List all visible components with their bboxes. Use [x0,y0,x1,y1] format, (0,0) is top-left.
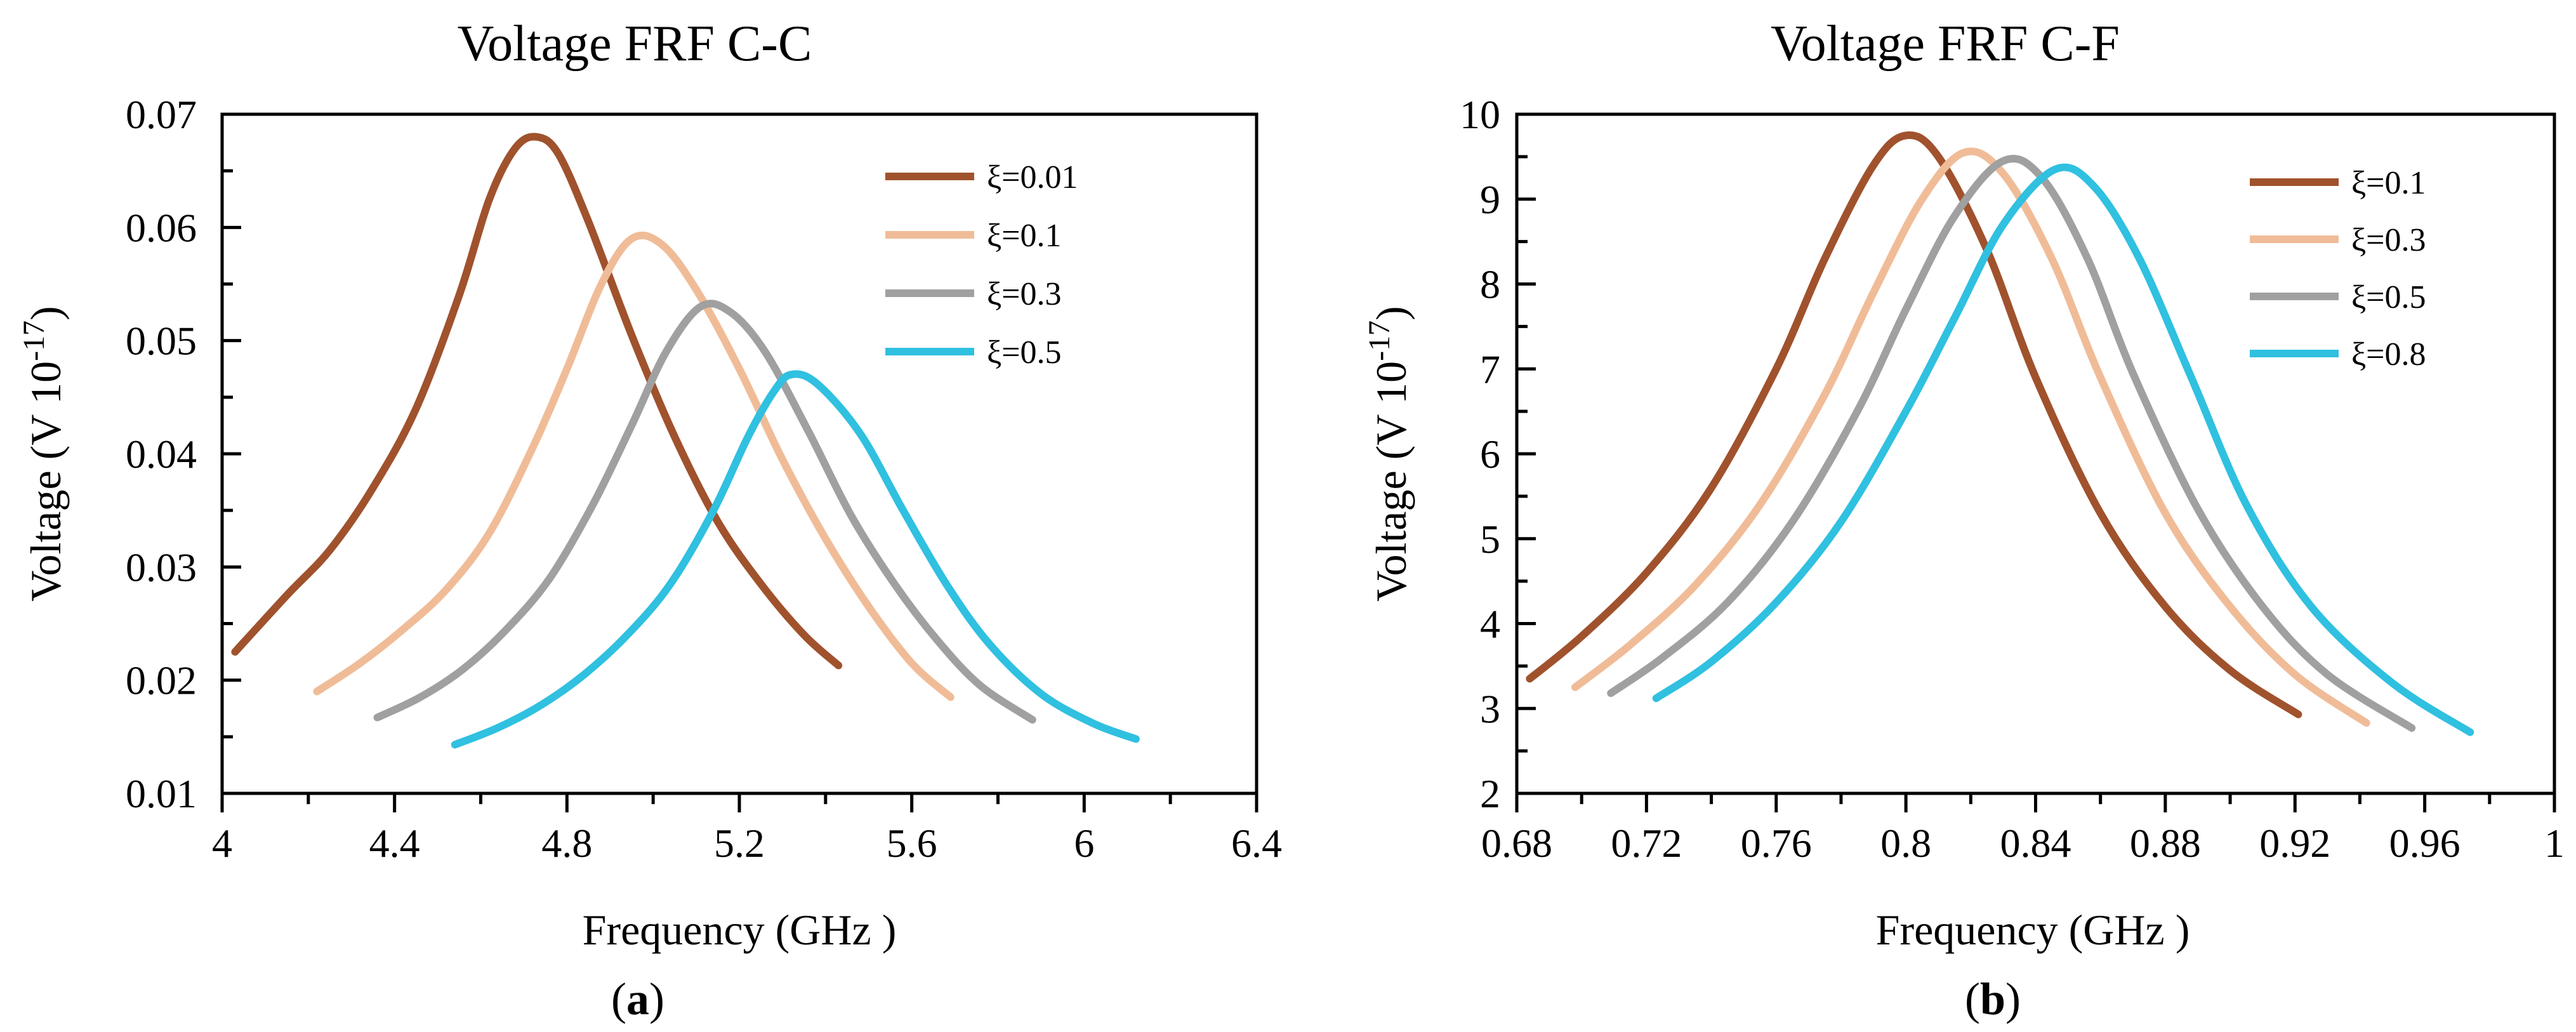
x-tick-label: 5.6 [887,821,937,866]
x-axis-label: Frequency (GHz ) [1876,906,2190,954]
legend: ξ=0.1 ξ=0.3 ξ=0.5 ξ=0.8 [2250,165,2426,373]
panel-label: (b) [1965,974,2021,1024]
panel-label-letter: b [1980,974,2005,1024]
y-axis: 0.01 0.02 0.03 0.04 0.05 0.06 0.07 [126,92,241,816]
series-line [373,300,1036,724]
x-tick-label: 4.4 [369,821,420,866]
y-tick-label: 0.02 [126,658,197,703]
x-tick-label: 0.88 [2130,821,2201,866]
x-axis: 4 4.4 4.8 5.2 5.6 6 6.4 [212,793,1282,866]
x-tick-label: 4 [212,821,232,866]
panel-label: (a) [611,974,664,1024]
y-tick-label: 6 [1480,432,1500,477]
y-tick-label: 0.04 [126,432,197,477]
y-axis-label-close: ) [1367,306,1415,321]
y-tick-label: 8 [1480,262,1500,307]
y-tick-label: 9 [1480,177,1500,222]
y-tick-label: 5 [1480,517,1500,562]
chart-panel-a: Voltage FRF C-C 4 4.4 4.8 5.2 5.6 6 6.4 0.010.… [17,16,1282,1024]
legend-label: ξ=0.1 [2351,165,2426,201]
legend-label: ξ=0.5 [987,334,1062,371]
chart-panel-b: Voltage FRF C-F 0.68 0.72 0.76 0.8 0.84 0.88 0… [1363,16,2565,1024]
legend-label: ξ=0.01 [987,159,1078,195]
legend-label: ξ=0.3 [987,276,1062,312]
y-axis-label-base: Voltage (V 10 [1367,361,1415,602]
series-line [1526,131,2302,718]
x-tick-label: 0.8 [1880,821,1931,866]
x-tick-label: 6.4 [1231,821,1282,866]
y-tick-label: 0.06 [126,205,197,250]
panel-label-close: ) [649,974,664,1024]
x-tick-label: 4.8 [541,821,592,866]
legend-label: ξ=0.3 [2351,222,2426,258]
y-axis-label: Voltage (V 10-17) [17,306,70,602]
x-tick-label: 0.76 [1741,821,1812,866]
panel-label-letter: a [626,974,649,1024]
y-axis-label: Voltage (V 10-17) [1363,306,1415,602]
x-tick-label: 5.2 [714,821,765,866]
y-tick-label: 0.03 [126,545,197,590]
y-tick-label: 7 [1480,347,1500,392]
x-tick-label: 0.84 [2000,821,2071,866]
series-line [1607,154,2416,732]
legend-label: ξ=0.8 [2351,336,2426,373]
x-tick-label: 1 [2544,821,2565,866]
panel-label-open: ( [1965,974,1980,1024]
y-tick-label: 4 [1480,602,1500,647]
chart-title: Voltage FRF C-C [458,16,812,72]
y-axis: 2 3 4 5 6 7 8 9 10 [1460,92,1536,816]
x-tick-label: 0.72 [1611,821,1682,866]
series-lines [1526,131,2474,736]
legend-label: ξ=0.5 [2351,279,2426,315]
series-line [1652,163,2474,736]
series-line [231,133,843,670]
legend-label: ξ=0.1 [987,218,1062,254]
y-tick-label: 0.05 [126,319,197,364]
y-tick-label: 0.07 [126,92,197,137]
y-tick-label: 2 [1480,771,1500,816]
x-tick-label: 0.68 [1481,821,1552,866]
x-tick-label: 0.96 [2389,821,2460,866]
y-axis-label-base: Voltage (V 10 [22,361,70,602]
y-tick-label: 10 [1460,92,1500,137]
legend: ξ=0.01 ξ=0.1 ξ=0.3 ξ=0.5 [885,159,1078,371]
y-axis-label-exponent: -17 [1363,321,1396,361]
chart-title: Voltage FRF C-F [1771,16,2120,72]
series-line [451,370,1140,749]
series-lines [231,133,1140,749]
x-axis-label: Frequency (GHz ) [583,906,897,954]
y-axis-label-close: ) [22,306,70,321]
x-tick-label: 6 [1074,821,1094,866]
x-axis: 0.68 0.72 0.76 0.8 0.84 0.88 0.92 0.96 1 [1481,793,2565,866]
panel-label-open: ( [611,974,626,1024]
y-tick-label: 0.01 [126,771,197,816]
y-axis-label-exponent: -17 [17,321,51,361]
series-line [1571,147,2370,727]
y-tick-label: 3 [1480,686,1500,731]
x-tick-label: 0.92 [2259,821,2330,866]
series-line [313,231,954,701]
panel-label-close: ) [2005,974,2021,1024]
